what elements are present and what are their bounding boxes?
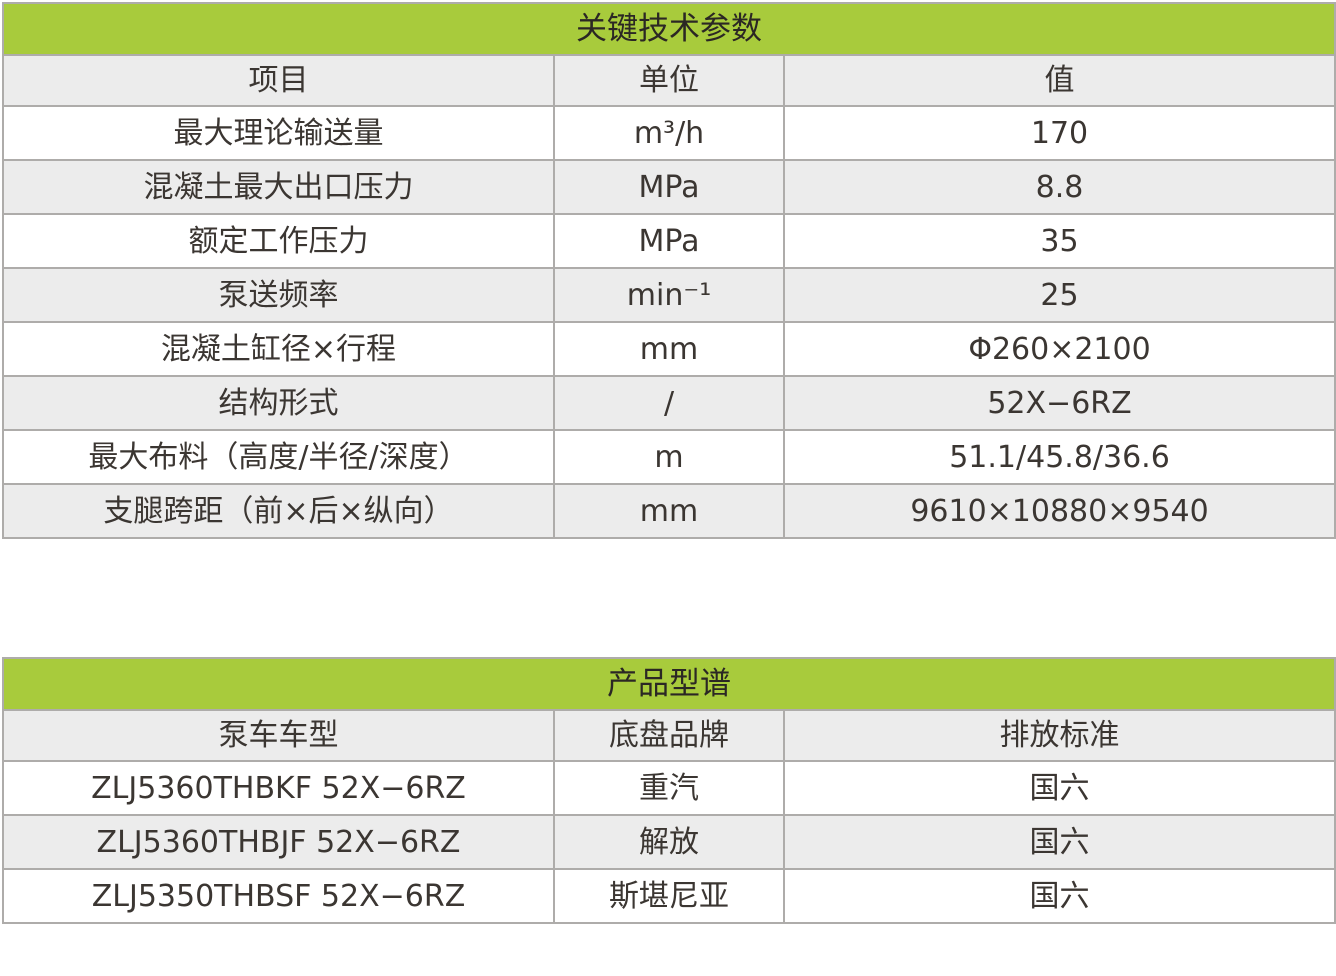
cell-unit: mm	[553, 483, 785, 539]
cell-value: 9610×10880×9540	[782, 483, 1336, 539]
cell-unit: MPa	[553, 159, 785, 215]
cell-model: ZLJ5360THBKF 52X−6RZ	[2, 760, 555, 816]
cell-unit: min⁻¹	[553, 267, 785, 323]
cell-item: 混凝土最大出口压力	[2, 159, 555, 215]
table-row: ZLJ5360THBJF 52X−6RZ 解放 国六	[2, 814, 1336, 870]
key-parameters-title-row: 关键技术参数	[1, 2, 1336, 56]
table-row: 最大理论输送量 m³/h 170	[2, 105, 1336, 161]
cell-standard: 国六	[783, 868, 1336, 924]
cell-brand: 斯堪尼亚	[553, 868, 785, 924]
column-header-model: 泵车车型	[2, 709, 555, 762]
cell-item: 混凝土缸径×行程	[2, 321, 555, 377]
cell-brand: 解放	[553, 814, 785, 870]
cell-item: 额定工作压力	[2, 213, 555, 269]
cell-standard: 国六	[783, 760, 1336, 816]
table-row: 额定工作压力 MPa 35	[2, 213, 1336, 269]
cell-value: 25	[782, 267, 1336, 323]
cell-item: 结构形式	[2, 375, 555, 431]
column-header-value: 值	[782, 54, 1336, 107]
cell-item: 最大理论输送量	[2, 105, 555, 161]
key-parameters-title: 关键技术参数	[1, 2, 1336, 56]
cell-value: 8.8	[782, 159, 1336, 215]
product-spectrum-title: 产品型谱	[2, 657, 1336, 711]
product-spectrum-header-row: 泵车车型 底盘品牌 排放标准	[2, 709, 1336, 762]
cell-model: ZLJ5350THBSF 52X−6RZ	[2, 868, 555, 924]
cell-unit: MPa	[553, 213, 785, 269]
table-row: 最大布料（高度/半径/深度） m 51.1/45.8/36.6	[2, 429, 1336, 485]
cell-model: ZLJ5360THBJF 52X−6RZ	[2, 814, 555, 870]
table-row: ZLJ5350THBSF 52X−6RZ 斯堪尼亚 国六	[2, 868, 1336, 924]
column-header-brand: 底盘品牌	[553, 709, 785, 762]
key-parameters-header-row: 项目 单位 值	[2, 54, 1336, 107]
cell-value: 51.1/45.8/36.6	[782, 429, 1336, 485]
product-spectrum-title-row: 产品型谱	[2, 657, 1336, 711]
cell-value: 170	[782, 105, 1336, 161]
table-row: 混凝土最大出口压力 MPa 8.8	[2, 159, 1336, 215]
cell-unit: m³/h	[553, 105, 785, 161]
cell-value: 52X−6RZ	[782, 375, 1336, 431]
cell-unit: /	[553, 375, 785, 431]
column-header-standard: 排放标准	[783, 709, 1336, 762]
cell-value: 35	[782, 213, 1336, 269]
cell-item: 泵送频率	[2, 267, 555, 323]
cell-unit: mm	[553, 321, 785, 377]
table-row: ZLJ5360THBKF 52X−6RZ 重汽 国六	[2, 760, 1336, 816]
product-spectrum-table: 产品型谱 泵车车型 底盘品牌 排放标准 ZLJ5360THBKF 52X−6RZ…	[2, 657, 1336, 924]
table-row: 支腿跨距（前×后×纵向） mm 9610×10880×9540	[2, 483, 1336, 539]
cell-item: 支腿跨距（前×后×纵向）	[2, 483, 555, 539]
table-row: 结构形式 / 52X−6RZ	[2, 375, 1336, 431]
table-row: 泵送频率 min⁻¹ 25	[2, 267, 1336, 323]
cell-value: Φ260×2100	[782, 321, 1336, 377]
cell-standard: 国六	[783, 814, 1336, 870]
key-parameters-table: 关键技术参数 项目 单位 值 最大理论输送量 m³/h 170 混凝土最大出口压…	[1, 2, 1336, 539]
table-row: 混凝土缸径×行程 mm Φ260×2100	[2, 321, 1336, 377]
cell-item: 最大布料（高度/半径/深度）	[2, 429, 555, 485]
column-header-unit: 单位	[553, 54, 785, 107]
cell-brand: 重汽	[553, 760, 785, 816]
cell-unit: m	[553, 429, 785, 485]
column-header-item: 项目	[2, 54, 555, 107]
